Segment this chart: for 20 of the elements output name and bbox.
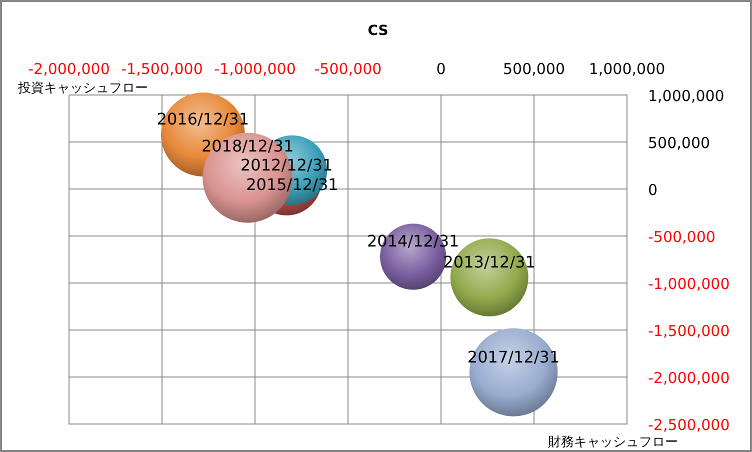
y-tick-label: -1,000,000: [648, 275, 730, 293]
x-tick-label: -1,000,000: [214, 60, 296, 78]
x-tick-label: 1,000,000: [588, 60, 666, 78]
x-tick-label: -1,500,000: [121, 60, 203, 78]
y-tick-label: -1,500,000: [648, 322, 730, 340]
y-tick-label: 0: [648, 181, 658, 199]
y-tick-label: -2,500,000: [648, 416, 730, 434]
x-tick-label: -2,000,000: [28, 60, 110, 78]
series-label: 2017/12/31: [467, 347, 560, 366]
x-tick-label: 500,000: [502, 60, 566, 78]
series-label: 2018/12/31: [201, 136, 294, 156]
chart-title: CS: [368, 23, 388, 39]
x-tick-label: -500,000: [314, 60, 382, 78]
x-tick-label: 0: [436, 60, 446, 78]
y-axis-title: 投資キャッシュフロー: [17, 81, 148, 96]
y-tick-label: -2,000,000: [648, 369, 730, 387]
y-tick-label: 500,000: [648, 134, 710, 152]
y-tick-label: -500,000: [648, 228, 716, 246]
y-tick-label: 1,000,000: [648, 87, 724, 105]
x-axis-title: 財務キャッシュフロー: [548, 435, 678, 450]
